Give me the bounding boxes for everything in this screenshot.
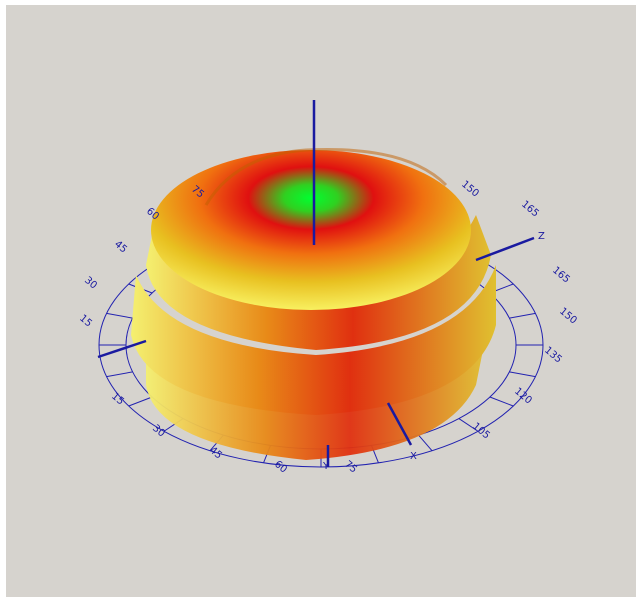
ring-label: 45 [207,445,224,462]
ring-label: 15 [109,391,126,408]
ring-label: 30 [150,423,167,440]
axis-label: X [410,451,417,462]
ring-label: 45 [112,239,129,256]
axis-label: Z [538,231,545,242]
ring-label: 150 [557,306,579,327]
axis-label: Y [322,461,330,472]
ring-label: 15 [77,313,94,330]
ring-label: 135 [542,345,564,366]
ring-label: 165 [519,199,541,220]
ring-label: 165 [550,265,572,286]
tick [490,397,513,406]
tick [419,435,433,451]
tick [509,313,535,318]
ring-label: 60 [272,459,289,476]
ring-label: 105 [470,421,492,442]
ring-label: 75 [342,459,359,476]
ring-label: 30 [82,275,99,292]
ring-label: 150 [459,179,481,200]
tick [107,313,133,318]
tick [129,397,152,406]
tick [107,372,133,377]
tick [509,372,535,377]
